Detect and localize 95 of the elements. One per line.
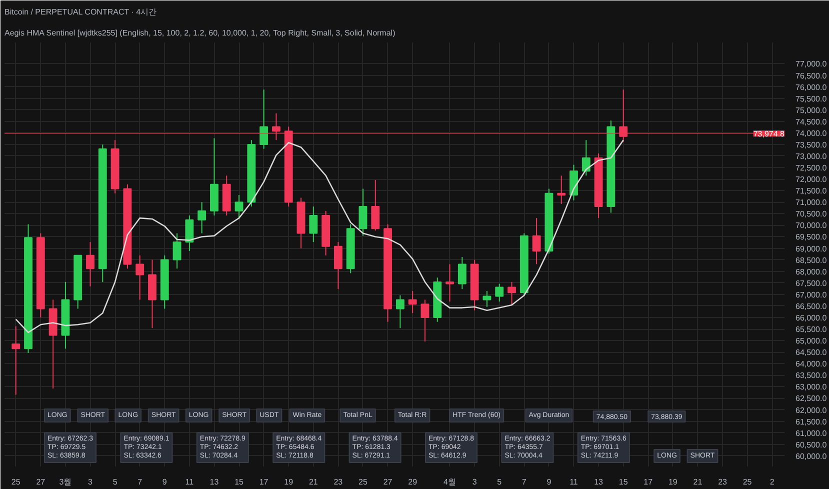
x-tick-label: 11 xyxy=(185,478,194,486)
candlestick xyxy=(309,206,318,243)
y-tick-label: 61,500.0 xyxy=(796,417,828,426)
y-tick-label: 62,500.0 xyxy=(796,394,828,404)
candlestick xyxy=(420,299,430,342)
y-tick-label: 68,000.0 xyxy=(796,267,828,276)
y-tick-label: 64,500.0 xyxy=(796,348,828,358)
y-tick-label: 76,500.0 xyxy=(796,71,828,80)
candlestick xyxy=(136,254,144,300)
candlestick xyxy=(446,264,454,302)
candlestick xyxy=(358,188,368,236)
y-tick-label: 69,000.0 xyxy=(796,244,828,254)
x-tick-label: 3 xyxy=(472,478,478,486)
candlestick xyxy=(619,89,628,142)
x-tick-label: 23 xyxy=(334,478,344,486)
x-tick-label: 2 xyxy=(770,478,775,486)
candlestick xyxy=(371,179,380,232)
x-tick-label: 7 xyxy=(138,478,143,486)
candlestick xyxy=(570,164,578,201)
x-tick-label: 25 xyxy=(742,478,752,486)
chart-title: Bitcoin / PERPETUAL CONTRACT · 4시간 xyxy=(4,8,157,16)
x-tick-label: 21 xyxy=(693,478,703,486)
candlestick xyxy=(396,294,404,329)
x-tick-label: 15 xyxy=(618,478,628,486)
y-tick-label: 67,000.0 xyxy=(796,290,828,300)
candlestick xyxy=(86,242,94,287)
y-tick-label: 75,500.0 xyxy=(796,94,828,104)
ref-line-label: 73,974.8 xyxy=(753,130,786,139)
candlestick xyxy=(458,256,466,290)
y-tick-label: 77,000.0 xyxy=(796,60,828,69)
y-tick-label: 65,500.0 xyxy=(796,325,828,334)
x-tick-label: 19 xyxy=(668,478,678,486)
y-tick-label: 72,500.0 xyxy=(796,164,828,173)
y-tick-label: 65,000.0 xyxy=(796,336,828,346)
y-tick-label: 71,500.0 xyxy=(796,186,828,196)
y-tick-label: 73,000.0 xyxy=(796,152,828,161)
x-tick-label: 17 xyxy=(259,478,269,486)
y-tick-label: 70,000.0 xyxy=(796,221,828,230)
x-tick-label: 9 xyxy=(546,478,552,486)
y-tick-label: 76,000.0 xyxy=(796,82,828,92)
y-tick-label: 70,500.0 xyxy=(796,210,828,219)
y-tick-label: 61,000.0 xyxy=(796,428,828,438)
candlestick xyxy=(582,140,590,176)
candlestick xyxy=(408,290,417,314)
y-tick-label: 72,000.0 xyxy=(796,175,828,184)
x-tick-label: 3월 xyxy=(59,478,72,486)
y-tick-label: 63,000.0 xyxy=(796,382,828,392)
x-tick-label: 23 xyxy=(718,478,728,486)
x-tick-label: 7 xyxy=(522,478,527,486)
x-tick-label: 25 xyxy=(358,478,368,486)
y-tick-label: 73,500.0 xyxy=(796,140,828,150)
x-tick-label: 13 xyxy=(594,478,604,486)
candlestick xyxy=(334,242,342,290)
candlestick xyxy=(12,326,20,396)
x-tick-label: 4월 xyxy=(444,478,456,486)
candlestick xyxy=(482,290,492,308)
x-tick-label: 5 xyxy=(112,478,118,486)
x-tick-label: 27 xyxy=(36,478,46,486)
x-tick-label: 17 xyxy=(644,478,654,486)
x-tick-label: 13 xyxy=(210,478,220,486)
chart-subtitle: Aegis HMA Sentinel [wjdtks255] (English, 15, 100, 2, 1.2, 60, 10,000, 1, 20, Top Right, Small, 3, Solid, Normal) xyxy=(4,28,396,38)
x-tick-label: 5 xyxy=(497,478,502,486)
y-tick-label: 75,000.0 xyxy=(796,106,828,115)
y-tick-label: 60,500.0 xyxy=(796,440,828,450)
y-tick-label: 74,000.0 xyxy=(796,128,828,138)
candlestick xyxy=(172,232,182,270)
x-tick-label: 11 xyxy=(570,478,578,486)
candlestick xyxy=(260,89,268,150)
x-tick-label: 25 xyxy=(11,478,21,486)
y-tick-label: 68,500.0 xyxy=(796,256,828,265)
x-tick-label: 9 xyxy=(162,478,168,486)
x-tick-label: 3 xyxy=(88,478,94,486)
candlestick xyxy=(272,112,280,141)
y-tick-label: 74,500.0 xyxy=(796,117,828,126)
candlestick xyxy=(234,194,244,219)
y-tick-label: 64,000.0 xyxy=(796,360,828,369)
x-tick-label: 15 xyxy=(234,478,244,486)
y-tick-label: 66,500.0 xyxy=(796,302,828,311)
y-tick-label: 71,000.0 xyxy=(796,198,828,208)
y-tick-label: 60,000.0 xyxy=(796,452,828,461)
x-tick-label: 27 xyxy=(383,478,393,486)
y-tick-label: 63,500.0 xyxy=(796,371,828,380)
x-tick-label: 21 xyxy=(308,478,318,486)
candlestick xyxy=(508,281,516,306)
y-tick-label: 69,500.0 xyxy=(796,232,828,242)
x-tick-label: 19 xyxy=(284,478,294,486)
x-tick-label: 29 xyxy=(408,478,418,486)
candlestick xyxy=(185,215,194,252)
y-tick-label: 62,000.0 xyxy=(796,406,828,415)
candlestick xyxy=(198,202,206,234)
y-tick-label: 66,000.0 xyxy=(796,313,828,322)
candlestick xyxy=(557,175,566,204)
y-tick-label: 67,500.0 xyxy=(796,278,828,288)
candlestick xyxy=(495,283,504,302)
candlestick xyxy=(532,218,541,265)
